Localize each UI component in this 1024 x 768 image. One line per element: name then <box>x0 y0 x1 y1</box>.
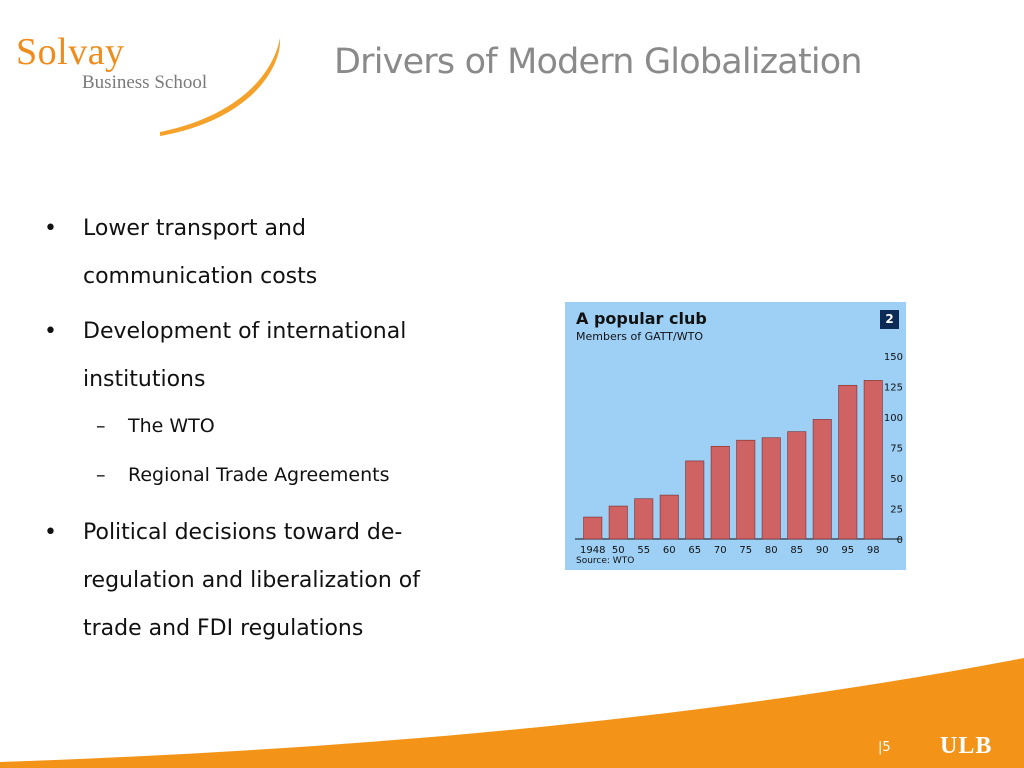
bullet-item: Development of international institution… <box>44 308 504 404</box>
bar-1948 <box>583 516 603 540</box>
bullet-line: Lower transport and <box>83 216 306 241</box>
bar-95 <box>838 384 858 540</box>
solvay-logo: Solvay Business School <box>0 0 300 150</box>
bullet-line: Development of international <box>83 319 407 344</box>
bar-55 <box>634 498 654 540</box>
x-tick-label: 55 <box>637 545 650 556</box>
y-tick-label: 50 <box>890 474 903 485</box>
page-number: |5 <box>878 740 891 755</box>
bullet-line: communication costs <box>83 264 318 289</box>
bar-80 <box>761 437 781 540</box>
x-tick-label: 70 <box>714 545 727 556</box>
bullet-line: Political decisions toward de- <box>83 520 403 545</box>
bullet-list: Lower transport and communication costs … <box>44 205 504 660</box>
bar-65 <box>685 460 705 540</box>
page-number-value: 5 <box>882 740 891 755</box>
y-tick-label: 0 <box>897 535 903 546</box>
x-tick-label: 65 <box>688 545 701 556</box>
logo-business-school-text: Business School <box>82 72 208 93</box>
slide-title: Drivers of Modern Globalization <box>334 42 863 82</box>
y-tick-label: 150 <box>884 352 903 363</box>
sub-bullet-item: Regional Trade Agreements <box>44 460 504 490</box>
chart-source: Source: WTO <box>576 556 635 566</box>
x-tick-label: 60 <box>663 545 676 556</box>
x-tick-label: 80 <box>765 545 778 556</box>
x-tick-label: 98 <box>867 545 880 556</box>
bar-chart: 150 125 100 75 50 25 0 1948 50 55 60 65 70 75 80 85 90 95… <box>575 352 903 556</box>
bar-60 <box>659 494 679 540</box>
y-tick-label: 125 <box>884 383 903 394</box>
chart-number-badge: 2 <box>880 310 899 329</box>
bar-98 <box>863 380 883 540</box>
bullet-line: trade and FDI regulations <box>83 616 364 641</box>
bullet-item: Political decisions toward de- regulatio… <box>44 509 504 653</box>
bar-70 <box>710 445 730 540</box>
sub-bullet-item: The WTO <box>44 411 504 441</box>
x-tick-label: 1948 <box>580 545 605 556</box>
bar-85 <box>787 431 807 540</box>
x-tick-label: 75 <box>739 545 752 556</box>
chart-subtitle: Members of GATT/WTO <box>576 330 703 343</box>
x-tick-label: 85 <box>790 545 803 556</box>
page-number-divider: | <box>878 740 883 755</box>
bar-50 <box>608 505 628 540</box>
bar-75 <box>736 439 756 540</box>
bullet-line: institutions <box>83 367 206 392</box>
x-tick-label: 50 <box>612 545 625 556</box>
x-tick-label: 90 <box>816 545 829 556</box>
bar-90 <box>812 419 832 540</box>
ulb-logo: ULB <box>940 733 993 759</box>
y-tick-label: 75 <box>890 444 903 455</box>
logo-solvay-text: Solvay <box>16 31 125 73</box>
bullet-item: Lower transport and communication costs <box>44 205 504 301</box>
chart-title: A popular club <box>576 309 707 328</box>
footer-wave <box>0 658 1024 768</box>
chart-panel: 150 125 100 75 50 25 0 1948 50 55 60 65 70 75 80 85 90 95… <box>565 302 906 570</box>
y-tick-label: 25 <box>890 505 903 516</box>
logo-swoosh <box>160 38 281 136</box>
x-tick-label: 95 <box>841 545 854 556</box>
bullet-line: regulation and liberalization of <box>83 568 420 593</box>
y-tick-label: 100 <box>884 413 903 424</box>
